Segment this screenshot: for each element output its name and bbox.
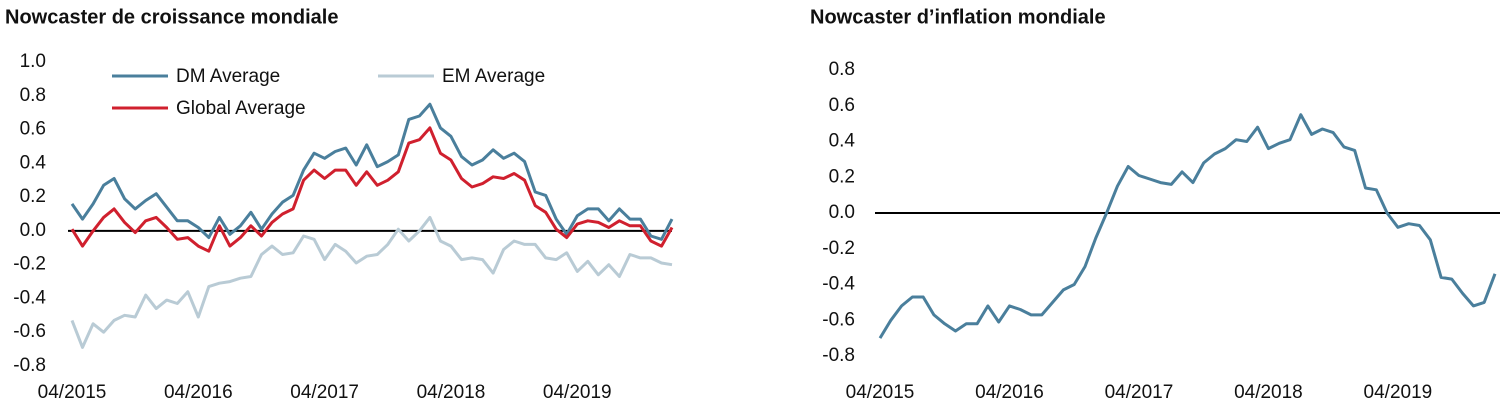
y-tick-label: 0.4 — [829, 131, 856, 152]
y-tick-label: -0.2 — [822, 238, 855, 259]
x-tick-label: 04/2019 — [1364, 382, 1433, 403]
series-line — [70, 126, 674, 253]
x-tick-label: 04/2016 — [975, 382, 1044, 403]
y-tick-label: -0.4 — [13, 287, 46, 308]
y-tick-label: -0.6 — [822, 309, 855, 330]
y-tick-label: 0.6 — [20, 119, 46, 140]
y-tick-label: 0.2 — [20, 186, 46, 207]
y-tick-label: 1.0 — [20, 51, 46, 72]
series-line — [878, 113, 1497, 339]
y-tick-label: 0.4 — [20, 152, 47, 173]
series-line — [70, 215, 673, 349]
y-tick-label: 0.8 — [20, 85, 46, 106]
x-tick-label: 04/2016 — [164, 382, 233, 403]
y-tick-label: -0.2 — [13, 254, 46, 275]
x-tick-label: 04/2017 — [290, 382, 359, 403]
y-tick-label: 0.6 — [829, 95, 855, 116]
x-tick-label: 04/2018 — [417, 382, 486, 403]
x-tick-label: 04/2018 — [1234, 382, 1303, 403]
y-tick-label: -0.4 — [822, 274, 855, 295]
x-tick-label: 04/2015 — [846, 382, 915, 403]
chart-title: Nowcaster de croissance mondiale — [5, 6, 338, 28]
legend-label: EM Average — [442, 66, 545, 87]
y-tick-label: -0.8 — [822, 345, 855, 366]
y-tick-label: -0.8 — [13, 355, 46, 376]
y-tick-label: 0.0 — [829, 202, 855, 223]
y-tick-label: -0.6 — [13, 321, 46, 342]
x-tick-label: 04/2017 — [1105, 382, 1174, 403]
x-tick-label: 04/2019 — [543, 382, 612, 403]
legend-label: DM Average — [176, 66, 280, 87]
series-line — [70, 102, 674, 241]
y-tick-label: 0.0 — [20, 220, 46, 241]
chart-title: Nowcaster d’inflation mondiale — [810, 6, 1106, 28]
y-tick-label: 0.8 — [829, 59, 855, 80]
legend-label: Global Average — [176, 98, 306, 119]
y-tick-label: 0.2 — [829, 166, 855, 187]
x-tick-label: 04/2015 — [38, 382, 107, 403]
